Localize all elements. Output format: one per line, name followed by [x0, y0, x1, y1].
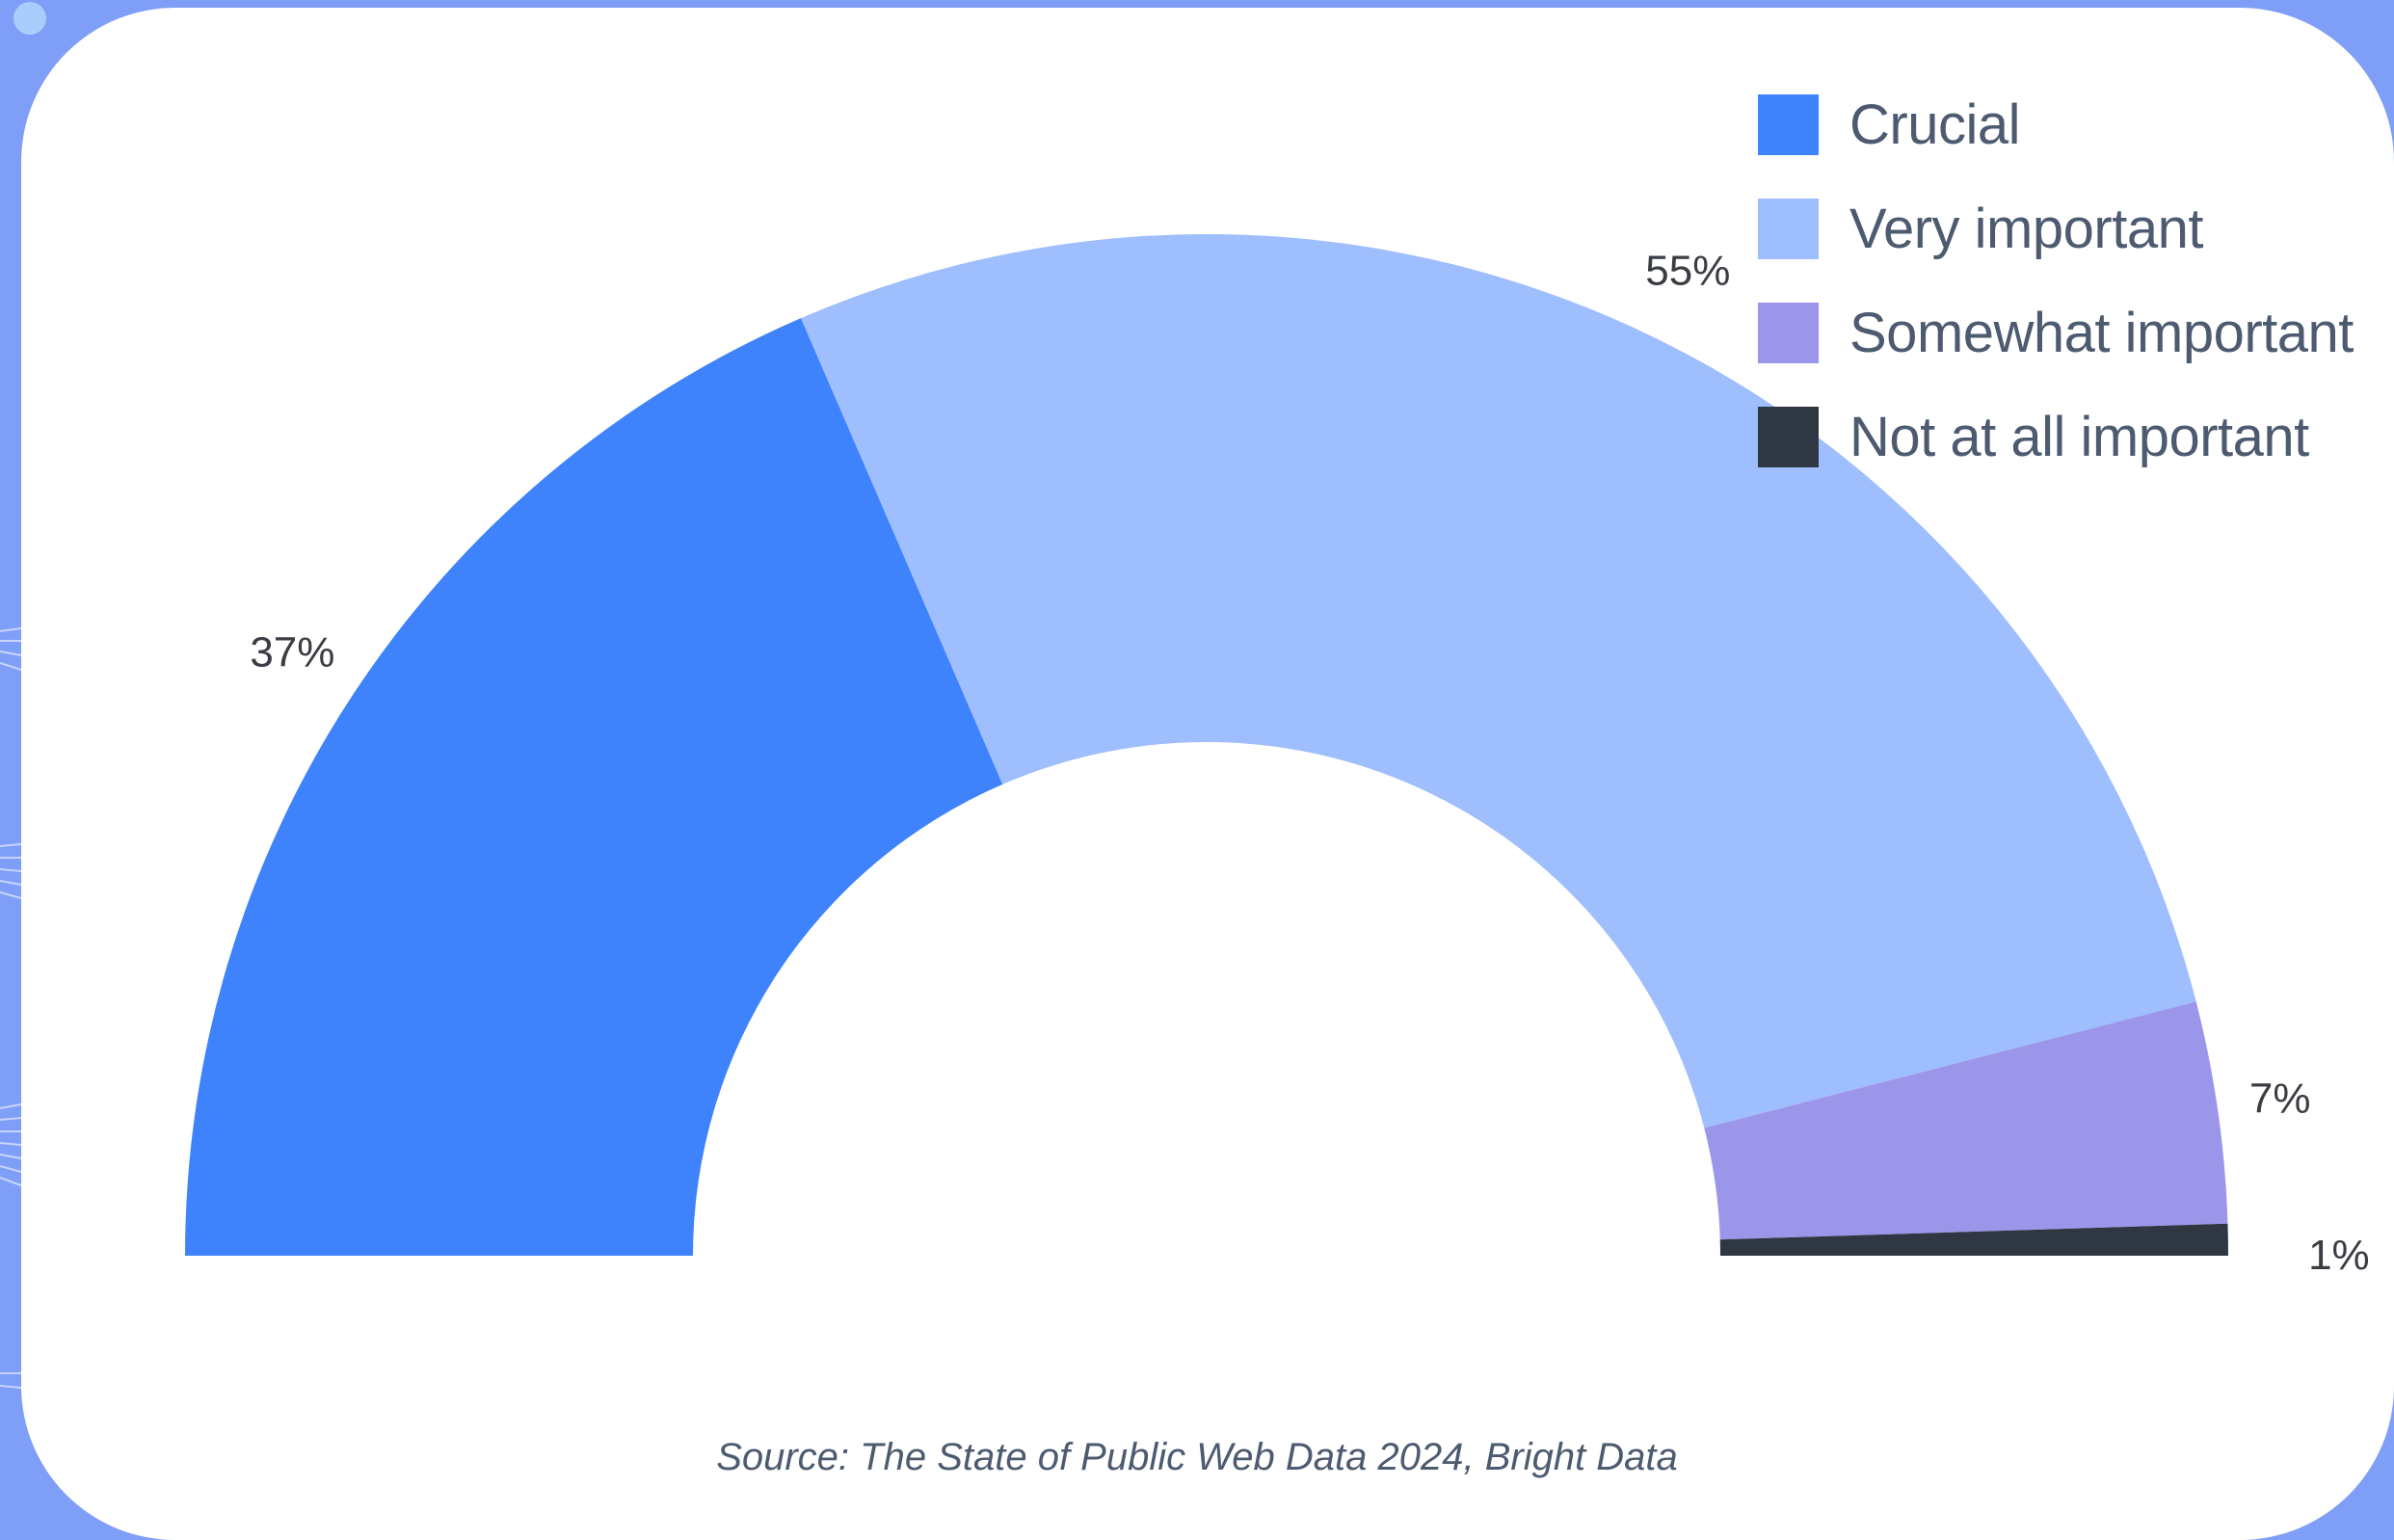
- legend-item-not-at-all-important: Not at all important: [1758, 406, 2354, 468]
- slice-not-at-all-important: [1719, 1223, 2228, 1256]
- legend-swatch: [1758, 199, 1819, 259]
- legend-swatch: [1758, 407, 1819, 467]
- slice-label-crucial: 37%: [250, 628, 334, 676]
- source-caption: Source: The State of Public Web Data 202…: [716, 1436, 1678, 1478]
- legend-item-somewhat-important: Somewhat important: [1758, 302, 2354, 364]
- slice-label-very-important: 55%: [1645, 247, 1730, 294]
- legend: Crucial Very important Somewhat important N…: [1758, 93, 2354, 511]
- legend-swatch: [1758, 94, 1819, 155]
- slice-label-not-at-all-important: 1%: [2308, 1232, 2370, 1279]
- legend-label: Very important: [1849, 198, 2203, 260]
- legend-swatch: [1758, 303, 1819, 363]
- legend-item-crucial: Crucial: [1758, 93, 2354, 156]
- legend-item-very-important: Very important: [1758, 198, 2354, 260]
- slice-label-somewhat-important: 7%: [2249, 1075, 2311, 1123]
- legend-label: Somewhat important: [1849, 302, 2354, 364]
- edge-decoration: [0, 627, 22, 1389]
- legend-label: Not at all important: [1849, 406, 2309, 468]
- slice-very-important: [801, 233, 2196, 1128]
- slice-somewhat-important: [1704, 1001, 2228, 1240]
- slice-crucial: [185, 318, 1003, 1257]
- legend-label: Crucial: [1849, 93, 2021, 156]
- corner-dot: [13, 2, 46, 35]
